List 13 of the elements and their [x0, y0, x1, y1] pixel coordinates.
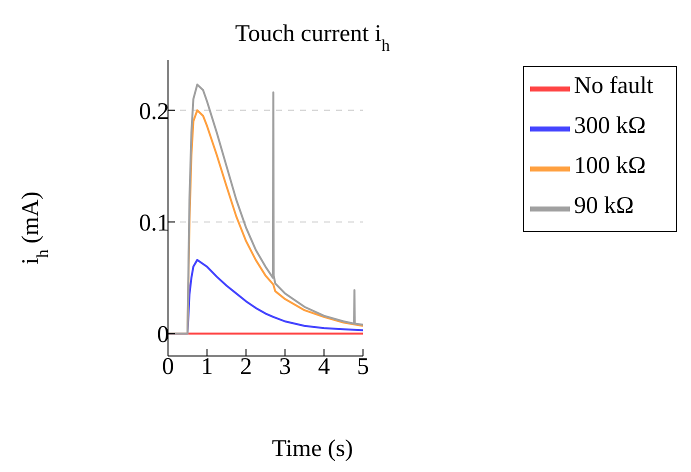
x-tick-label: 1: [201, 354, 213, 380]
x-axis-title: Time (s): [272, 436, 354, 462]
x-tick-label: 2: [240, 354, 252, 380]
legend-label: 300 kΩ: [574, 112, 646, 139]
y-tick-label: 0.1: [139, 210, 169, 236]
x-tick-label: 3: [279, 354, 291, 380]
legend-label: 90 kΩ: [574, 192, 634, 219]
chart-title: Touch current i$_{h}$: [235, 21, 390, 54]
legend-label: 100 kΩ: [574, 152, 646, 179]
legend-label: No fault: [574, 72, 654, 99]
x-tick-label: 4: [318, 354, 330, 380]
x-tick-label: 5: [357, 354, 369, 380]
y-tick-label: 0.2: [139, 98, 169, 125]
